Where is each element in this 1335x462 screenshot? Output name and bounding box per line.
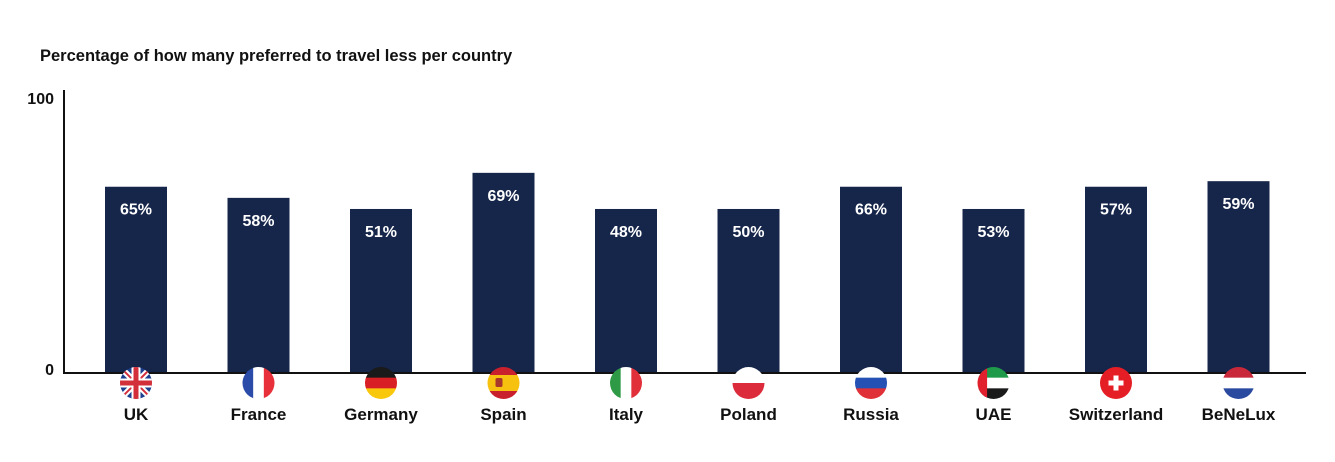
russia-flag-icon — [855, 367, 887, 399]
benelux-flag-icon — [1222, 367, 1255, 399]
category-label: Switzerland — [1069, 405, 1163, 424]
category-label: Spain — [480, 405, 526, 424]
spain-flag-icon — [487, 367, 520, 399]
category-label: Germany — [344, 405, 418, 424]
bar-value-label: 69% — [487, 188, 519, 205]
bars-layer: 65% 58% 51% 69% 48% 50% 66% 53% 57% 59% — [105, 172, 1270, 373]
y-tick-bottom: 0 — [45, 362, 54, 379]
switzerland-flag-icon — [1100, 367, 1132, 399]
bar — [350, 208, 412, 373]
category-label: France — [231, 405, 287, 424]
bar-value-label: 57% — [1100, 202, 1132, 219]
category-label: UK — [124, 405, 149, 424]
uae-flag-icon — [977, 367, 1010, 399]
italy-flag-icon — [610, 367, 642, 399]
france-flag-icon — [242, 367, 275, 399]
category-label: Poland — [720, 405, 777, 424]
bar — [717, 208, 780, 373]
bar — [1085, 186, 1147, 373]
category-labels: UK France Germany Spain Italy Poland Russia UAE… — [124, 405, 1276, 424]
category-label: Russia — [843, 405, 899, 424]
bar — [105, 186, 167, 373]
bar — [1207, 181, 1270, 373]
poland-flag-icon — [732, 367, 765, 399]
bar-value-label: 58% — [242, 213, 274, 230]
bar-value-label: 59% — [1222, 196, 1254, 213]
bar-value-label: 53% — [977, 224, 1009, 241]
bar-value-label: 51% — [365, 224, 397, 241]
bar-value-label: 50% — [732, 224, 764, 241]
bar-value-label: 66% — [855, 202, 887, 219]
germany-flag-icon — [365, 367, 397, 399]
bar — [227, 197, 290, 373]
bar — [962, 208, 1025, 373]
flags-layer — [120, 367, 1255, 399]
bar — [472, 172, 535, 373]
category-label: UAE — [976, 405, 1012, 424]
uk-flag-icon — [120, 367, 152, 399]
bar-value-label: 65% — [120, 202, 152, 219]
category-label: Italy — [609, 405, 644, 424]
bar — [595, 208, 657, 373]
category-label: BeNeLux — [1202, 405, 1276, 424]
chart-title: Percentage of how many preferred to trav… — [40, 47, 513, 65]
bar-value-label: 48% — [610, 224, 642, 241]
y-tick-top: 100 — [27, 91, 54, 108]
bar — [840, 186, 902, 373]
